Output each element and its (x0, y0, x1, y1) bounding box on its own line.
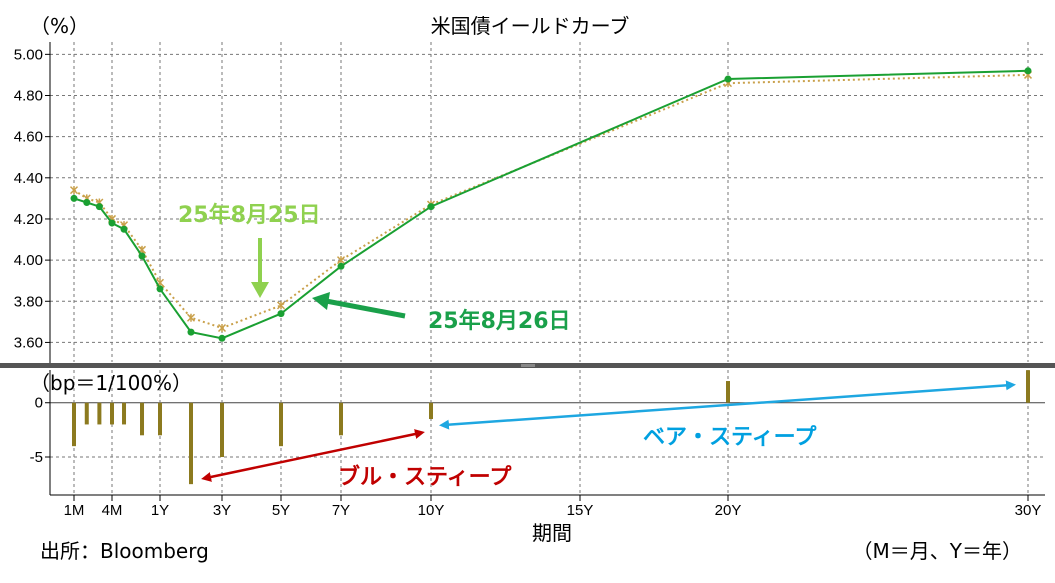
unit-note: （M＝月、Y＝年） (853, 539, 1022, 563)
x-tick-label: 10Y (418, 502, 445, 519)
x-tick-label: 3Y (213, 502, 231, 519)
bottom-y-ticks: 0 -5 (30, 395, 50, 466)
series-1-point (336, 256, 346, 265)
top-y-tick-label: 4.20 (14, 211, 43, 228)
series-2-point (1024, 67, 1032, 75)
source-note: 出所：Bloomberg (40, 539, 209, 563)
top-y-ticks: 5.00 4.80 4.60 4.40 4.20 4.00 3.80 3.60 (14, 46, 50, 351)
series-2-point (108, 219, 116, 227)
series-2-point (95, 203, 103, 211)
change-bar (122, 402, 127, 425)
x-tick-label: 30Y (1015, 502, 1042, 519)
series-lines (69, 67, 1033, 342)
change-bar (726, 381, 730, 403)
top-y-tick-label: 4.40 (14, 170, 43, 187)
annotation-date1: 25年8月25日 (178, 202, 321, 228)
bull-steep-arrow (201, 429, 425, 482)
annotation-date2-arrowhead (312, 292, 330, 310)
series-2-point (156, 285, 164, 293)
series-2-point (427, 203, 435, 211)
x-tick-label: 1M (64, 502, 85, 519)
bottom-y-tick-label: 0 (35, 395, 43, 412)
series-2-point (138, 252, 146, 260)
change-bar (110, 402, 114, 425)
annotation-bear-steep: ベア・スティープ (643, 425, 817, 450)
chart-title: 米国債イールドカーブ (431, 14, 630, 38)
change-bar (97, 402, 102, 425)
divider-handle (521, 364, 535, 367)
series-2-point (337, 262, 345, 270)
bottom-y-tick-label: -5 (30, 449, 43, 466)
x-tick-label: 4M (102, 502, 123, 519)
annotation-bull-steep: ブル・スティープ (338, 464, 512, 490)
series-1-point (69, 186, 79, 195)
top-y-tick-label: 4.80 (14, 88, 43, 105)
x-tick-label: 1Y (151, 502, 169, 519)
change-bar (140, 402, 145, 436)
change-bar (279, 402, 283, 447)
top-y-tick-label: 3.60 (14, 334, 43, 351)
change-bar (72, 402, 76, 447)
top-y-tick-label: 4.00 (14, 252, 43, 269)
change-bar (429, 402, 433, 420)
annotation-date2: 25年8月26日 (428, 308, 571, 334)
top-y-tick-label: 4.60 (14, 129, 43, 146)
bottom-grid (50, 370, 1045, 495)
series-1-point (217, 323, 227, 333)
series-2-point (277, 310, 285, 318)
series-2-point (70, 194, 78, 202)
series-1-point (186, 313, 196, 322)
change-bar (220, 402, 224, 458)
top-y-tick-label: 3.80 (14, 293, 43, 310)
series-1-point (276, 301, 286, 310)
change-bars (72, 370, 1030, 485)
bottom-unit-label: （bp＝1/100%） (30, 371, 192, 395)
series-2-point (83, 199, 91, 206)
series-2-point (724, 75, 732, 83)
x-ticks: 1M 4M 1Y 3Y 5Y 7Y 10Y 15Y 20Y 30Y (64, 495, 1042, 519)
x-tick-label: 5Y (272, 502, 290, 519)
annotation-date1-arrowhead (251, 282, 269, 298)
series-line-1 (73, 73, 1029, 330)
annotation-date2-arrow (325, 298, 406, 319)
bear-steep-arrow (439, 380, 1016, 430)
change-bar (158, 402, 162, 436)
x-axis-label: 期間 (532, 521, 572, 545)
change-bar (1026, 370, 1030, 403)
x-tick-label: 7Y (332, 502, 350, 519)
change-bar (339, 402, 343, 436)
series-2-point (218, 334, 226, 342)
x-tick-label: 15Y (567, 502, 594, 519)
series-2-point (120, 225, 128, 233)
top-y-tick-label: 5.00 (14, 46, 43, 63)
top-grid (50, 42, 1045, 362)
x-tick-label: 20Y (715, 502, 742, 519)
change-bar (84, 402, 89, 425)
series-2-point (187, 328, 195, 336)
top-unit-label: （%） (30, 14, 89, 38)
change-bar (189, 402, 193, 485)
